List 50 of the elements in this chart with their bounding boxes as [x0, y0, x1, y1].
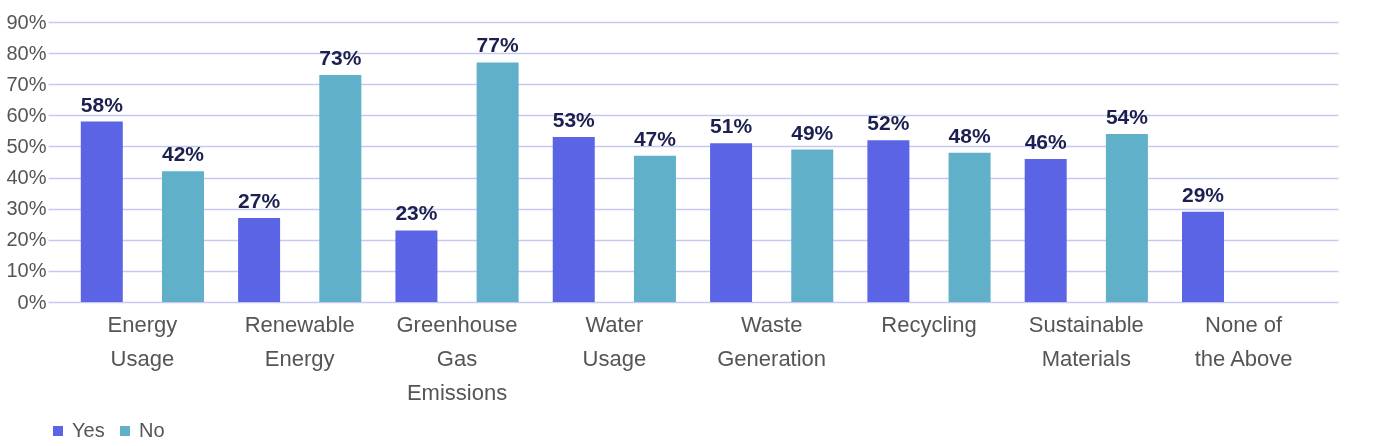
bar — [1182, 211, 1225, 302]
y-tick-label: 40% — [6, 166, 47, 189]
y-tick-label: 60% — [6, 103, 47, 126]
bar — [867, 140, 910, 302]
data-label: 77% — [476, 33, 519, 57]
data-label: 53% — [552, 108, 596, 132]
y-tick-label: 20% — [6, 228, 47, 251]
y-tick-label: 10% — [6, 259, 47, 282]
bar — [319, 74, 362, 302]
bar — [238, 218, 281, 302]
y-tick-label: 80% — [6, 41, 47, 64]
bar — [1024, 158, 1067, 302]
x-tick-label: None of the Above — [1194, 311, 1293, 371]
data-label: 46% — [1024, 129, 1068, 153]
data-label: 47% — [633, 126, 677, 150]
y-tick-label: 90% — [6, 10, 47, 33]
data-label: 49% — [791, 120, 834, 144]
bar — [710, 143, 753, 302]
bar — [791, 149, 834, 302]
y-tick-label: 30% — [6, 197, 47, 220]
data-label: 27% — [238, 189, 281, 212]
bar — [395, 230, 438, 302]
x-tick-label: Greenhouse Gas Emissions — [396, 311, 518, 405]
y-tick-label: 70% — [6, 72, 47, 95]
bar — [476, 62, 519, 302]
x-tick-label: Sustainable Materials — [1028, 311, 1144, 371]
x-tick-label: Water Usage — [582, 311, 647, 371]
bar — [633, 155, 676, 302]
x-tick-label: Energy Usage — [107, 311, 178, 371]
y-tick-label: 50% — [6, 134, 47, 157]
data-label: 23% — [395, 201, 438, 225]
data-label: 52% — [867, 111, 910, 135]
data-label: 51% — [710, 114, 753, 138]
data-label: 58% — [80, 92, 124, 116]
bar — [80, 121, 123, 302]
y-tick-label: 0% — [17, 290, 47, 313]
data-label: 54% — [1105, 105, 1149, 128]
data-label: 42% — [161, 142, 205, 166]
bar — [948, 152, 991, 302]
bar — [552, 137, 595, 302]
legend-label: Yes — [72, 419, 105, 441]
bar — [161, 171, 204, 302]
x-tick-label: Renewable Energy — [244, 311, 355, 371]
data-label: 73% — [319, 45, 362, 69]
bar — [1105, 134, 1148, 302]
data-label: 29% — [1182, 182, 1225, 206]
data-label: 48% — [948, 123, 991, 147]
x-tick-label: Recycling — [881, 311, 977, 337]
legend-label: No — [139, 419, 165, 441]
x-tick-label: Waste Generation — [717, 311, 827, 371]
